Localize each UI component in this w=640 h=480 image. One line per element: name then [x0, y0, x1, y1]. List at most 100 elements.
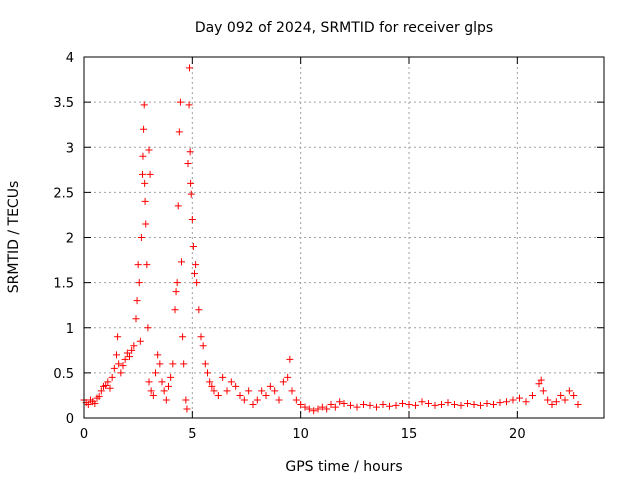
data-point: [431, 401, 439, 409]
y-tick-label: 4: [66, 51, 74, 66]
data-point: [192, 261, 200, 269]
data-point: [470, 400, 478, 408]
data-point: [139, 170, 146, 178]
data-point: [119, 362, 127, 370]
data-point: [141, 197, 149, 205]
data-point: [336, 398, 344, 406]
data-point: [516, 394, 523, 402]
data-point: [548, 400, 556, 408]
data-point: [191, 270, 198, 278]
data-point: [249, 400, 257, 408]
data-point: [451, 400, 458, 408]
data-point: [314, 405, 322, 413]
data-point: [123, 349, 131, 357]
data-point: [522, 398, 530, 406]
data-point: [206, 378, 214, 386]
data-point: [219, 373, 227, 381]
data-point: [182, 396, 190, 404]
data-point: [106, 384, 114, 392]
data-point: [496, 399, 504, 407]
data-point: [169, 360, 177, 368]
data-point: [156, 360, 164, 368]
data-point: [176, 98, 184, 106]
y-tick-label: 1.5: [53, 277, 74, 292]
data-point: [139, 152, 147, 160]
data-point: [529, 391, 536, 399]
data-point: [204, 369, 211, 377]
data-point: [197, 333, 205, 341]
y-tick-label: 0: [66, 412, 74, 427]
y-tick-label: 3: [66, 141, 74, 156]
data-point: [379, 400, 387, 408]
data-point: [136, 337, 144, 345]
data-point: [152, 369, 159, 377]
data-point: [373, 403, 380, 411]
data-point: [199, 342, 207, 350]
data-point: [149, 391, 157, 399]
data-point: [188, 215, 196, 223]
data-point: [535, 380, 543, 388]
data-point: [145, 378, 153, 386]
data-point: [195, 306, 203, 314]
data-point: [366, 401, 374, 409]
data-point: [327, 400, 335, 408]
data-point: [537, 376, 545, 384]
data-point: [172, 288, 180, 296]
data-point: [275, 396, 283, 404]
data-point: [144, 324, 152, 332]
data-point: [297, 400, 305, 408]
data-point: [102, 382, 110, 390]
data-point: [258, 387, 266, 395]
data-point: [331, 403, 339, 411]
data-point: [570, 391, 578, 399]
data-point: [117, 369, 125, 377]
data-point: [399, 400, 406, 408]
data-point: [158, 378, 166, 386]
data-point: [154, 351, 162, 359]
data-point: [503, 398, 510, 406]
data-point: [165, 382, 172, 390]
data-point: [135, 279, 143, 287]
data-point: [178, 258, 185, 266]
data-point: [232, 382, 240, 390]
data-point: [457, 401, 465, 409]
data-point: [133, 297, 141, 305]
data-point: [132, 315, 140, 323]
data-point: [405, 400, 413, 408]
data-point: [208, 382, 216, 390]
data-point: [186, 148, 194, 156]
data-point: [223, 387, 231, 395]
data-point: [113, 351, 120, 359]
data-point: [167, 373, 175, 381]
data-point: [464, 400, 471, 408]
data-point: [180, 360, 188, 368]
data-point: [95, 392, 103, 400]
data-point: [175, 128, 183, 136]
data-point: [418, 398, 426, 406]
data-point: [184, 159, 192, 167]
data-point: [193, 279, 201, 287]
data-point: [84, 400, 92, 408]
data-point: [179, 333, 187, 341]
data-point: [279, 378, 287, 386]
data-point: [162, 396, 170, 404]
data-point: [171, 306, 179, 314]
data-point: [271, 387, 279, 395]
data-point: [412, 401, 419, 409]
data-point: [565, 387, 573, 395]
data-point: [189, 243, 197, 251]
data-point: [544, 396, 552, 404]
data-point: [214, 391, 222, 399]
data-point: [137, 234, 145, 241]
y-axis-title: SRMTID / TECUs: [6, 181, 22, 294]
data-point: [143, 261, 151, 269]
data-point: [318, 403, 326, 411]
data-point: [323, 405, 331, 413]
data-point: [145, 146, 153, 154]
y-tick-label: 0.5: [53, 367, 74, 382]
data-point: [141, 179, 149, 187]
data-point: [183, 405, 191, 413]
y-tick-label: 2.5: [53, 186, 74, 201]
x-axis-title: GPS time / hours: [285, 459, 402, 475]
y-tick-label: 3.5: [53, 96, 74, 111]
